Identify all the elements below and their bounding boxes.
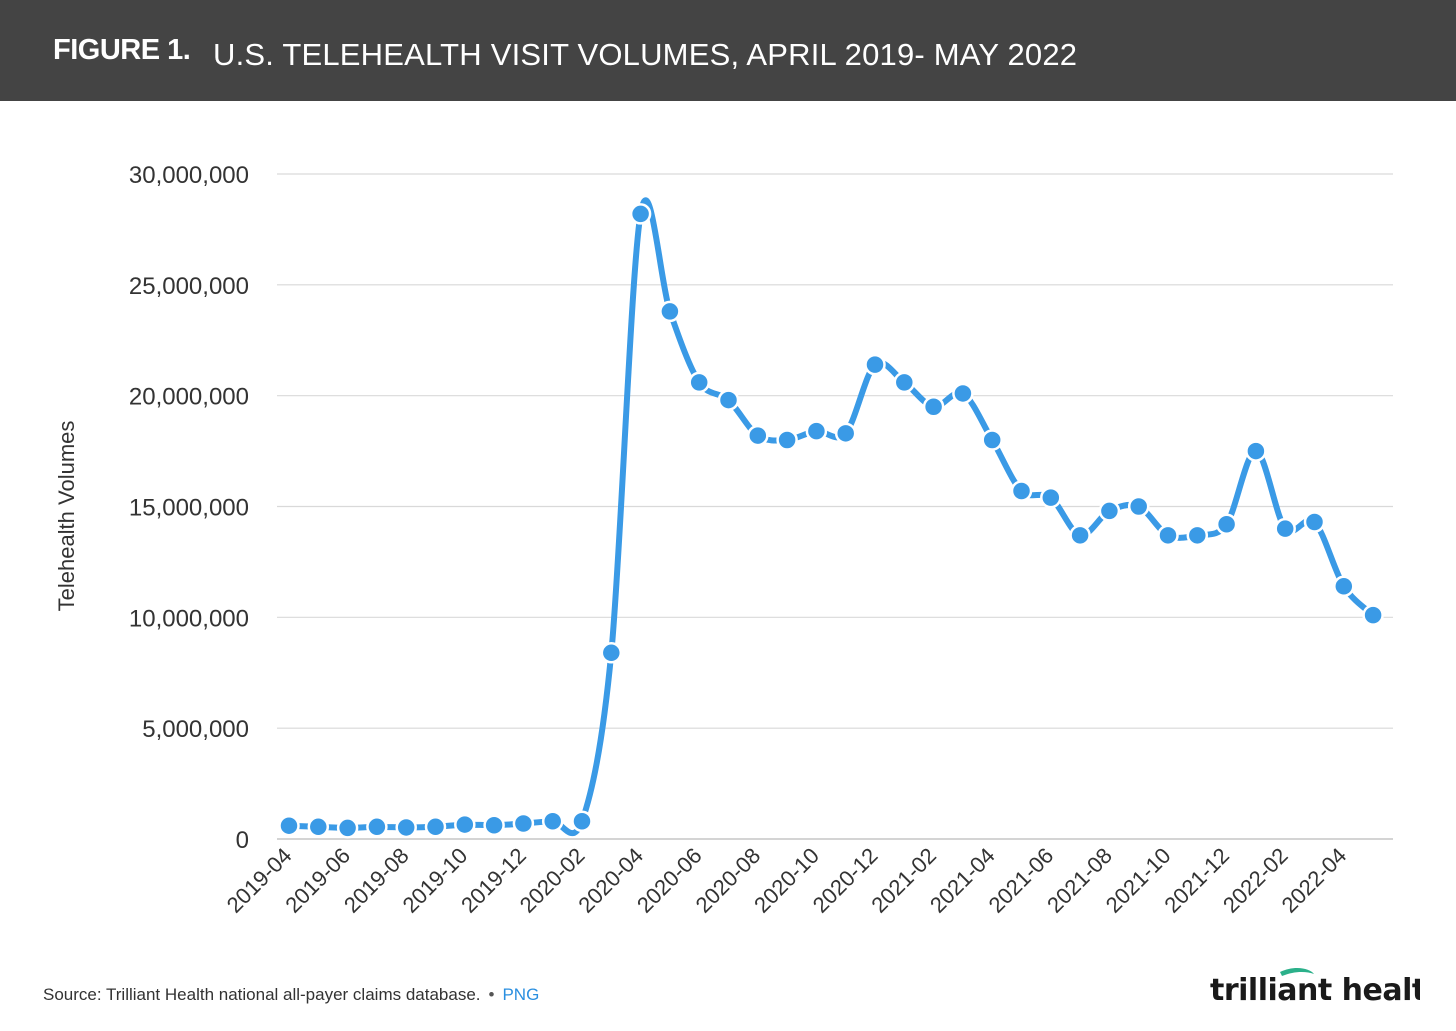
data-point <box>424 816 447 838</box>
y-tick-label: 25,000,000 <box>129 273 249 300</box>
x-tick-label: 2019-08 <box>339 843 414 918</box>
data-point <box>922 396 945 418</box>
data-point <box>571 810 593 833</box>
data-point <box>1303 511 1326 533</box>
x-tick-label: 2021-04 <box>925 843 1000 918</box>
data-point <box>952 382 974 405</box>
source-note: Source: Trilliant Health national all-pa… <box>43 985 539 1005</box>
x-tick-labels: 2019-042019-062019-082019-102019-122020-… <box>222 843 1352 918</box>
data-point <box>483 814 505 837</box>
data-point <box>1333 575 1355 598</box>
data-point <box>1010 480 1033 502</box>
data-point <box>366 816 388 838</box>
y-tick-label: 30,000,000 <box>129 162 249 189</box>
data-point <box>864 353 886 376</box>
data-point <box>688 371 710 394</box>
x-tick-label: 2020-04 <box>573 843 648 918</box>
x-tick-label: 2022-04 <box>1277 843 1352 918</box>
x-tick-label: 2022-02 <box>1218 843 1293 918</box>
data-point <box>834 422 857 445</box>
x-tick-label: 2019-10 <box>398 843 473 918</box>
x-tick-label: 2021-12 <box>1159 843 1234 918</box>
figure-title: U.S. TELEHEALTH VISIT VOLUMES, APRIL 201… <box>213 37 1078 72</box>
data-point <box>1362 604 1384 626</box>
separator-dot: • <box>488 985 495 1004</box>
data-point <box>1098 500 1121 522</box>
data-point <box>1157 524 1179 547</box>
data-point <box>629 203 652 225</box>
source-text: Source: Trilliant Health national all-pa… <box>43 985 481 1004</box>
data-point <box>336 817 359 839</box>
x-tick-label: 2019-04 <box>222 843 297 918</box>
x-tick-label: 2021-08 <box>1042 843 1117 918</box>
data-point <box>541 810 564 833</box>
x-tick-label: 2021-06 <box>984 843 1059 918</box>
data-point <box>805 420 828 442</box>
data-point <box>1069 524 1091 547</box>
x-tick-label: 2020-10 <box>749 843 824 918</box>
x-tick-label: 2020-06 <box>632 843 707 918</box>
y-tick-label: 20,000,000 <box>129 384 249 411</box>
gridlines <box>277 173 1393 840</box>
data-point <box>512 812 535 835</box>
figure-label: FIGURE 1. <box>53 34 191 66</box>
y-axis-label: Telehealth Volumes <box>54 421 79 612</box>
trilliant-health-logo: trilliant health <box>1210 967 1420 1008</box>
data-point <box>454 813 476 836</box>
line-chart: 0 5,000,000 10,000,000 15,000,000 20,000,000… <box>54 162 1393 918</box>
data-point <box>1186 524 1209 547</box>
y-tick-label: 0 <box>236 827 249 854</box>
data-point <box>981 429 1003 451</box>
y-tick-label: 10,000,000 <box>129 605 249 632</box>
data-point <box>1245 440 1267 462</box>
data-point <box>1215 513 1238 535</box>
data-point <box>659 300 681 323</box>
data-point <box>1274 517 1296 540</box>
logo-swoosh-icon <box>1280 967 1314 976</box>
data-points <box>278 203 1384 839</box>
x-tick-label: 2021-02 <box>866 843 941 918</box>
data-point <box>893 371 916 394</box>
x-tick-label: 2019-06 <box>280 843 355 918</box>
x-tick-label: 2020-02 <box>515 843 590 918</box>
data-point <box>776 429 798 451</box>
data-point <box>278 814 300 837</box>
data-point <box>1127 495 1150 518</box>
y-tick-label: 15,000,000 <box>129 495 249 522</box>
png-link[interactable]: PNG <box>502 985 540 1004</box>
data-point <box>307 816 330 838</box>
x-tick-label: 2021-10 <box>1101 843 1176 918</box>
data-point <box>747 424 769 447</box>
data-point <box>1040 486 1062 509</box>
data-point <box>395 816 417 839</box>
figure-header: FIGURE 1. U.S. TELEHEALTH VISIT VOLUMES,… <box>0 0 1456 101</box>
x-tick-label: 2019-12 <box>456 843 531 918</box>
y-tick-labels: 0 5,000,000 10,000,000 15,000,000 20,000,000… <box>129 162 249 854</box>
data-point <box>600 642 623 664</box>
series-line <box>286 197 1377 837</box>
y-tick-label: 5,000,000 <box>142 716 249 743</box>
x-tick-label: 2020-08 <box>691 843 766 918</box>
svg-text:trilliant health: trilliant health <box>1210 973 1420 1008</box>
data-point <box>717 389 740 411</box>
x-tick-label: 2020-12 <box>808 843 883 918</box>
